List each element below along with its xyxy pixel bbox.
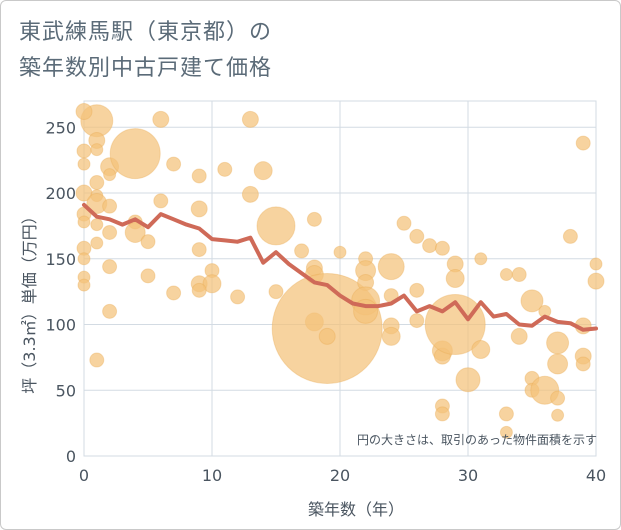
bubble-point (422, 238, 438, 254)
bubble-point (547, 353, 569, 375)
bubble-point (396, 215, 412, 231)
bubble-size-note: 円の大きさは、取引のあった物件面積を示す (357, 432, 597, 447)
bubble-point (499, 425, 513, 439)
bubble-point (256, 206, 296, 246)
bubble-point (191, 242, 207, 258)
bubble-point (190, 200, 208, 218)
bubble-point (77, 215, 91, 229)
bubble-point (89, 352, 105, 368)
trend-line (82, 202, 598, 332)
bubble-series (75, 103, 605, 439)
bubble-point (445, 269, 465, 288)
chart-title: 東武練馬駅（東京都）の 築年数別中古戸建て価格 (19, 15, 272, 87)
bubble-point (140, 234, 156, 250)
bubble-point (253, 161, 273, 181)
x-tick-label: 20 (330, 466, 350, 485)
bubble-point (89, 175, 105, 191)
bubble-point (318, 327, 336, 345)
bubble-point (409, 282, 425, 298)
bubble-point (498, 406, 514, 422)
bubble-point (511, 267, 527, 283)
bubble-point (471, 340, 491, 359)
bubble-point (499, 268, 513, 282)
bubble-point (455, 367, 481, 393)
bubble-point (102, 224, 118, 240)
bubble-point (77, 252, 91, 266)
bubble-point (268, 284, 284, 300)
bubble-point (102, 198, 118, 214)
bubble-point (575, 356, 591, 372)
bubble-point (333, 245, 347, 259)
chart-title-line-1: 東武練馬駅（東京都）の (19, 20, 273, 45)
x-axis-ticks: 0 10 20 30 40 (79, 466, 606, 485)
bubble-point (520, 289, 544, 313)
bubble-point (241, 185, 259, 203)
bubble-point (140, 268, 156, 284)
y-axis-label: 坪（3.3㎡）単価（万円） (20, 208, 39, 393)
bubble-point (191, 282, 207, 298)
bubble-point (294, 243, 310, 259)
bubble-point (76, 143, 92, 159)
y-axis-ticks: 0 50 100 150 200 250 (45, 118, 76, 466)
bubble-point (510, 327, 528, 345)
chart-title-line-2: 築年数別中古戸建て価格 (19, 56, 273, 81)
bubble-point (551, 408, 565, 422)
bubble-point (241, 110, 259, 128)
bubble-point (191, 168, 207, 184)
bubble-point (546, 331, 570, 355)
x-tick-label: 40 (586, 466, 606, 485)
bubble-point (77, 278, 91, 292)
bubble-point (562, 228, 578, 244)
bubble-point (377, 253, 405, 281)
x-tick-label: 10 (202, 466, 222, 485)
bubble-point (409, 313, 425, 329)
x-tick-label: 0 (79, 466, 89, 485)
bubble-point (409, 228, 425, 244)
grid-lines (83, 100, 597, 457)
bubble-point (217, 161, 233, 177)
bubble-point (166, 156, 182, 172)
bubble-point (230, 289, 246, 305)
bubble-point (103, 168, 117, 182)
bubble-point (434, 406, 450, 422)
bubble-point (474, 252, 488, 266)
x-tick-label: 30 (458, 466, 478, 485)
y-tick-label: 150 (45, 250, 76, 269)
y-tick-label: 100 (45, 316, 76, 335)
bubble-point (102, 259, 118, 275)
bubble-point (589, 257, 603, 271)
x-axis-label: 築年数（年） (308, 500, 404, 519)
bubble-point (202, 274, 222, 294)
bubble-point (153, 193, 169, 209)
bubble-point (90, 236, 104, 250)
bubble-point (152, 110, 170, 128)
y-tick-label: 50 (56, 381, 76, 400)
y-tick-label: 200 (45, 184, 76, 203)
bubble-point (109, 128, 161, 180)
bubble-point (575, 135, 591, 151)
bubble-point (90, 218, 104, 232)
bubble-point (75, 103, 93, 121)
bubble-point (102, 303, 118, 319)
bubble-point (434, 240, 450, 256)
bubble-point (550, 390, 566, 406)
bubble-point (124, 221, 146, 243)
y-tick-label: 250 (45, 118, 76, 137)
bubble-point (587, 272, 605, 290)
y-tick-label: 0 (66, 447, 76, 466)
bubble-point (381, 326, 401, 346)
bubble-point (77, 157, 91, 171)
bubble-point (166, 285, 182, 301)
bubble-point (306, 211, 322, 227)
bubble-point (90, 143, 104, 157)
